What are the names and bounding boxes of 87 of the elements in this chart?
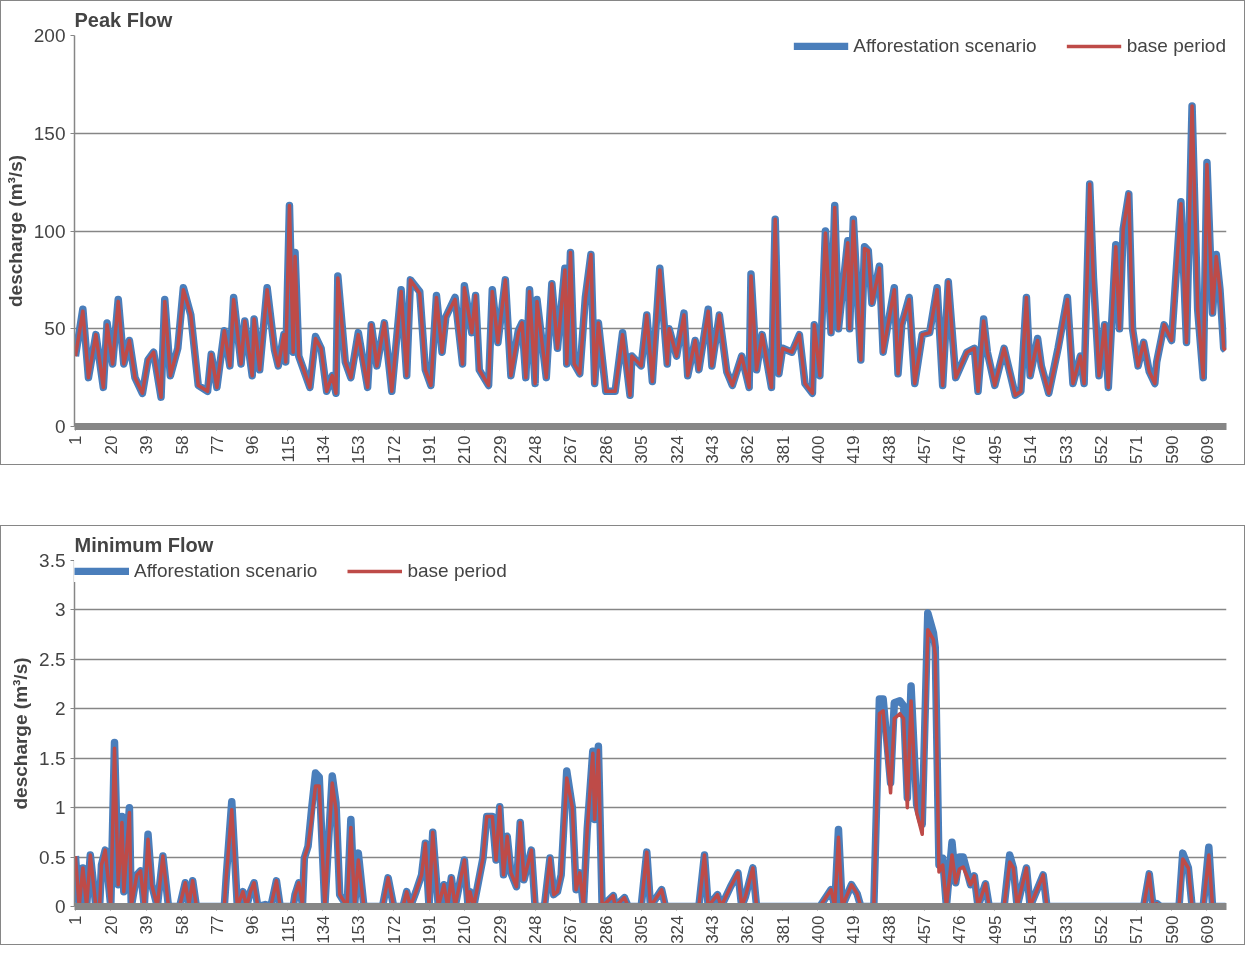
x-tick-label: 229 bbox=[490, 435, 510, 464]
x-tick-label: 362 bbox=[738, 435, 758, 464]
legend-label: Afforestation scenario bbox=[853, 35, 1037, 57]
x-tick-label: 191 bbox=[420, 435, 440, 464]
x-tick-label: 77 bbox=[207, 435, 227, 455]
x-tick-label: 400 bbox=[809, 435, 828, 464]
x-tick-label: 400 bbox=[809, 915, 828, 944]
x-tick-label: 381 bbox=[773, 435, 793, 464]
x-tick-label: 96 bbox=[243, 915, 263, 935]
x-tick-label: 533 bbox=[1056, 435, 1076, 464]
x-tick-label: 77 bbox=[207, 915, 227, 935]
x-tick-label: 267 bbox=[561, 435, 581, 464]
x-tick-label: 495 bbox=[985, 435, 1005, 464]
x-tick-label: 172 bbox=[384, 435, 404, 464]
y-axis-title: descharge (m³/s) bbox=[4, 154, 26, 308]
x-tick-label: 552 bbox=[1091, 915, 1111, 944]
x-tick-label: 115 bbox=[278, 915, 298, 943]
x-tick-label: 571 bbox=[1127, 915, 1147, 944]
x-tick-label: 419 bbox=[844, 435, 864, 464]
chart-title: Minimum Flow bbox=[74, 533, 214, 556]
x-tick-label: 96 bbox=[243, 435, 263, 455]
y-tick-label: 150 bbox=[33, 122, 66, 144]
x-tick-label: 552 bbox=[1091, 435, 1111, 464]
x-tick-label: 115 bbox=[278, 435, 298, 463]
legend-label: base period bbox=[1126, 35, 1226, 57]
x-tick-label: 20 bbox=[101, 915, 121, 935]
x-tick-label: 229 bbox=[490, 915, 510, 944]
x-tick-label: 590 bbox=[1162, 435, 1182, 464]
x-tick-label: 267 bbox=[561, 915, 581, 944]
x-tick-label: 248 bbox=[526, 435, 546, 464]
x-tick-label: 533 bbox=[1056, 915, 1076, 944]
x-tick-label: 39 bbox=[137, 435, 157, 455]
x-tick-label: 286 bbox=[596, 915, 616, 944]
x-tick-label: 571 bbox=[1127, 435, 1147, 464]
y-tick-label: 3.5 bbox=[39, 550, 66, 571]
y-tick-label: 50 bbox=[44, 318, 66, 340]
x-tick-label: 134 bbox=[313, 915, 333, 944]
x-tick-label: 609 bbox=[1197, 915, 1217, 944]
legend-label: base period bbox=[407, 560, 507, 582]
x-tick-label: 438 bbox=[879, 435, 899, 464]
y-axis-title: descharge (m³/s) bbox=[10, 657, 32, 810]
x-tick-label: 1 bbox=[66, 435, 86, 445]
x-tick-label: 191 bbox=[420, 915, 440, 944]
x-tick-label: 476 bbox=[950, 435, 970, 464]
x-tick-label: 305 bbox=[632, 435, 652, 464]
x-tick-label: 438 bbox=[879, 915, 899, 944]
x-tick-label: 609 bbox=[1197, 435, 1217, 464]
x-tick-label: 305 bbox=[632, 915, 652, 944]
legend-label: Afforestation scenario bbox=[134, 560, 318, 582]
x-tick-label: 172 bbox=[384, 915, 404, 944]
x-tick-label: 324 bbox=[667, 435, 687, 464]
y-tick-label: 2.5 bbox=[39, 648, 66, 670]
x-tick-label: 210 bbox=[455, 915, 475, 944]
y-tick-label: 3 bbox=[54, 599, 66, 621]
y-tick-label: 1.5 bbox=[39, 747, 66, 769]
x-tick-label: 248 bbox=[526, 915, 546, 944]
x-tick-label: 324 bbox=[667, 915, 687, 944]
y-tick-label: 0 bbox=[54, 416, 66, 437]
y-tick-label: 1 bbox=[54, 797, 66, 819]
y-tick-label: 200 bbox=[33, 25, 66, 46]
x-tick-label: 58 bbox=[172, 915, 192, 935]
x-tick-label: 457 bbox=[915, 915, 935, 944]
x-tick-label: 153 bbox=[349, 915, 369, 944]
y-tick-label: 0 bbox=[54, 896, 66, 917]
x-tick-label: 134 bbox=[313, 435, 333, 464]
x-tick-label: 210 bbox=[455, 435, 475, 464]
x-tick-label: 39 bbox=[137, 915, 157, 935]
x-tick-label: 514 bbox=[1021, 915, 1041, 944]
x-tick-label: 495 bbox=[985, 915, 1005, 944]
x-tick-label: 20 bbox=[101, 435, 121, 455]
x-tick-label: 343 bbox=[702, 435, 722, 464]
x-tick-label: 1 bbox=[66, 915, 86, 925]
x-tick-label: 381 bbox=[773, 915, 793, 944]
x-tick-label: 590 bbox=[1162, 915, 1182, 944]
x-tick-label: 476 bbox=[950, 915, 970, 944]
chart-title: Peak Flow bbox=[74, 8, 173, 31]
x-tick-label: 153 bbox=[349, 435, 369, 464]
x-tick-label: 419 bbox=[844, 915, 864, 944]
x-tick-label: 286 bbox=[596, 435, 616, 464]
x-tick-label: 457 bbox=[915, 435, 935, 464]
y-tick-label: 2 bbox=[54, 698, 66, 720]
y-tick-label: 0.5 bbox=[39, 846, 66, 868]
x-tick-label: 58 bbox=[172, 435, 192, 455]
x-tick-label: 362 bbox=[738, 915, 758, 944]
y-tick-label: 100 bbox=[33, 220, 66, 242]
x-tick-label: 343 bbox=[702, 915, 722, 944]
x-tick-label: 514 bbox=[1021, 435, 1041, 464]
